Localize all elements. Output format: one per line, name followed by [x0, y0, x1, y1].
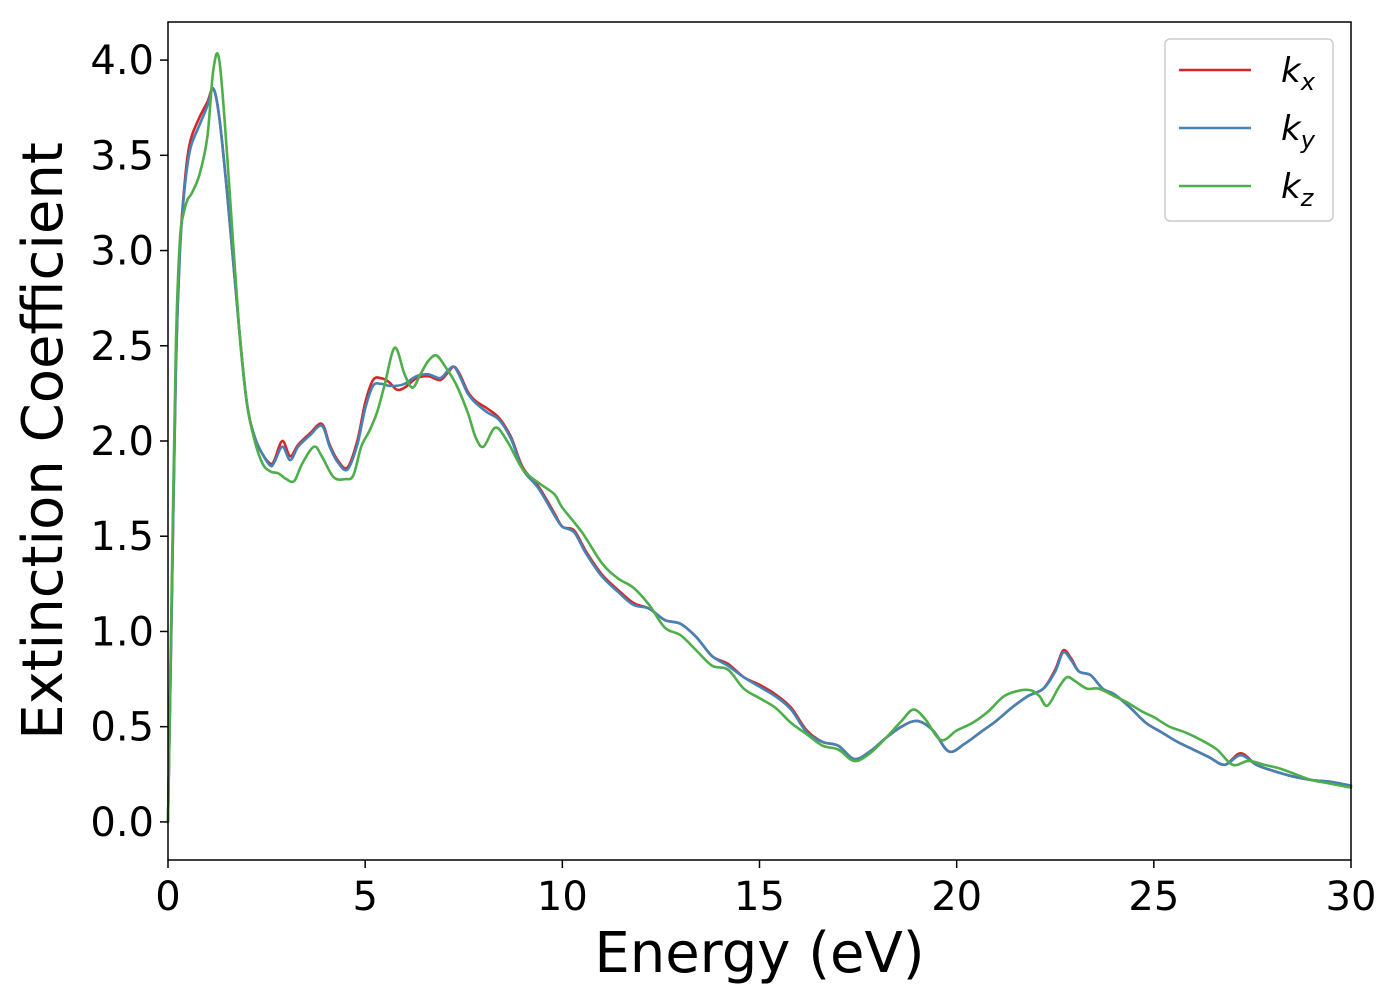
y-tick-label: 0.5 [90, 705, 154, 751]
x-tick-label: 25 [1128, 874, 1179, 920]
legend-label-subscript: x [1300, 68, 1316, 96]
x-tick-label: 20 [931, 874, 982, 920]
y-tick-label: 3.0 [90, 229, 154, 275]
legend-label-subscript: z [1300, 184, 1315, 212]
y-tick-label: 2.5 [90, 324, 154, 370]
plot-lines [166, 52, 1353, 824]
y-tick-label: 1.5 [90, 514, 154, 560]
y-tick-label: 2.0 [90, 419, 154, 465]
legend-label-subscript: y [1300, 126, 1316, 154]
x-tick-label: 15 [734, 874, 785, 920]
y-tick-label: 3.5 [90, 133, 154, 179]
legend-label: kz [1281, 167, 1315, 212]
x-tick-label: 5 [352, 874, 377, 920]
legend-label-main: k [1281, 109, 1302, 149]
y-tick-label: 1.0 [90, 609, 154, 655]
y-axis-label: Extinction Coefficient [11, 142, 76, 740]
y-tick-label: 4.0 [90, 38, 154, 84]
series-line-ky [166, 87, 1353, 824]
y-axis-ticks: 0.0 0.5 1.0 1.5 2.0 2.5 3.0 3.5 4.0 [90, 38, 168, 846]
legend-label: kx [1281, 51, 1316, 96]
legend-frame [1164, 38, 1334, 222]
legend-label-main: k [1281, 167, 1302, 207]
legend-label-main: k [1281, 51, 1302, 91]
x-tick-label: 30 [1326, 874, 1377, 920]
x-axis-label: Energy (eV) [594, 921, 924, 986]
x-tick-label: 10 [537, 874, 588, 920]
x-tick-label: 0 [155, 874, 180, 920]
y-tick-label: 0.0 [90, 800, 154, 846]
series-line-kz [166, 52, 1353, 824]
legend-label: ky [1281, 109, 1316, 154]
x-axis-ticks: 0 5 10 15 20 25 30 [155, 860, 1376, 920]
